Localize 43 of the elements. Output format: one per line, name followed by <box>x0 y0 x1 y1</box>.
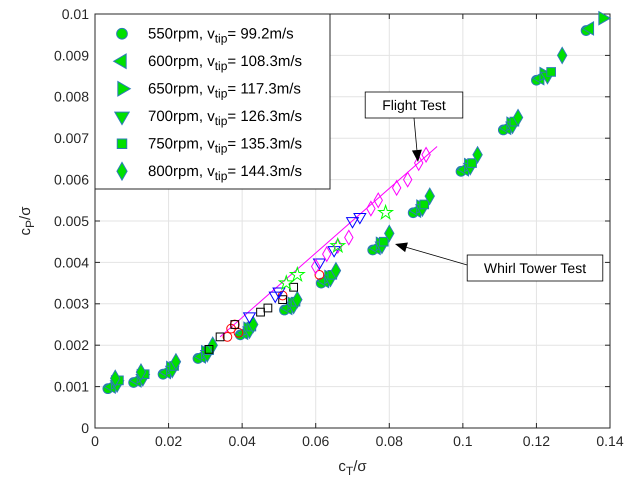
point <box>256 308 265 316</box>
y-tick-label: 0.006 <box>54 172 90 188</box>
point <box>289 282 298 292</box>
point <box>314 270 324 280</box>
legend-label: 700rpm, v$_{tip}$= 126.3m/s <box>148 108 302 128</box>
y-tick-label: 0.008 <box>54 88 90 105</box>
x-tick-label: 0.06 <box>302 433 330 449</box>
annotation: Whirl Tower Test <box>484 260 586 276</box>
y-tick-label: 0.009 <box>54 47 90 64</box>
point <box>546 67 556 77</box>
x-tick-label: 0.14 <box>596 433 624 449</box>
point <box>234 328 244 338</box>
point <box>378 204 394 220</box>
legend-label: 650rpm, v$_{tip}$= 117.3m/s <box>148 80 301 100</box>
y-tick-label: 0.003 <box>54 296 90 312</box>
legend-label: 800rpm, v$_{tip}$= 144.3m/s <box>148 162 302 183</box>
x-tick-label: 0 <box>91 433 100 449</box>
y-tick-label: 0.007 <box>54 130 90 146</box>
annotation: Flight Test <box>382 96 446 113</box>
point <box>216 332 224 342</box>
point <box>278 295 287 304</box>
legend-label: 550rpm, v$_{tip}$= 99.2m/s <box>148 25 294 46</box>
point <box>419 200 430 210</box>
point <box>222 332 232 342</box>
x-tick-label: 0.1 <box>453 433 473 449</box>
point <box>226 324 236 334</box>
point <box>278 275 294 290</box>
x-tick-label: 0.08 <box>376 433 404 449</box>
legend-label: 750rpm, v$_{tip}$= 135.3m/s <box>148 135 302 156</box>
x-axis-title: c$_{T}$/σ <box>338 458 368 478</box>
x-tick-label: 0.12 <box>522 433 550 449</box>
y-tick-label: 0.005 <box>54 212 90 229</box>
x-tick-label: 0.02 <box>154 433 182 449</box>
x-tick-label: 0.04 <box>228 433 256 449</box>
y-tick-label: 0.002 <box>54 337 90 354</box>
y-tick-label: 0.001 <box>54 378 90 394</box>
y-tick-label: 0 <box>81 420 90 436</box>
point <box>330 238 346 252</box>
y-tick-label: 0.01 <box>62 6 90 22</box>
legend-label: 600rpm, v$_{tip}$= 108.3m/s <box>148 52 302 73</box>
y-tick-label: 0.004 <box>54 254 90 270</box>
point <box>264 304 272 312</box>
point <box>290 267 305 282</box>
